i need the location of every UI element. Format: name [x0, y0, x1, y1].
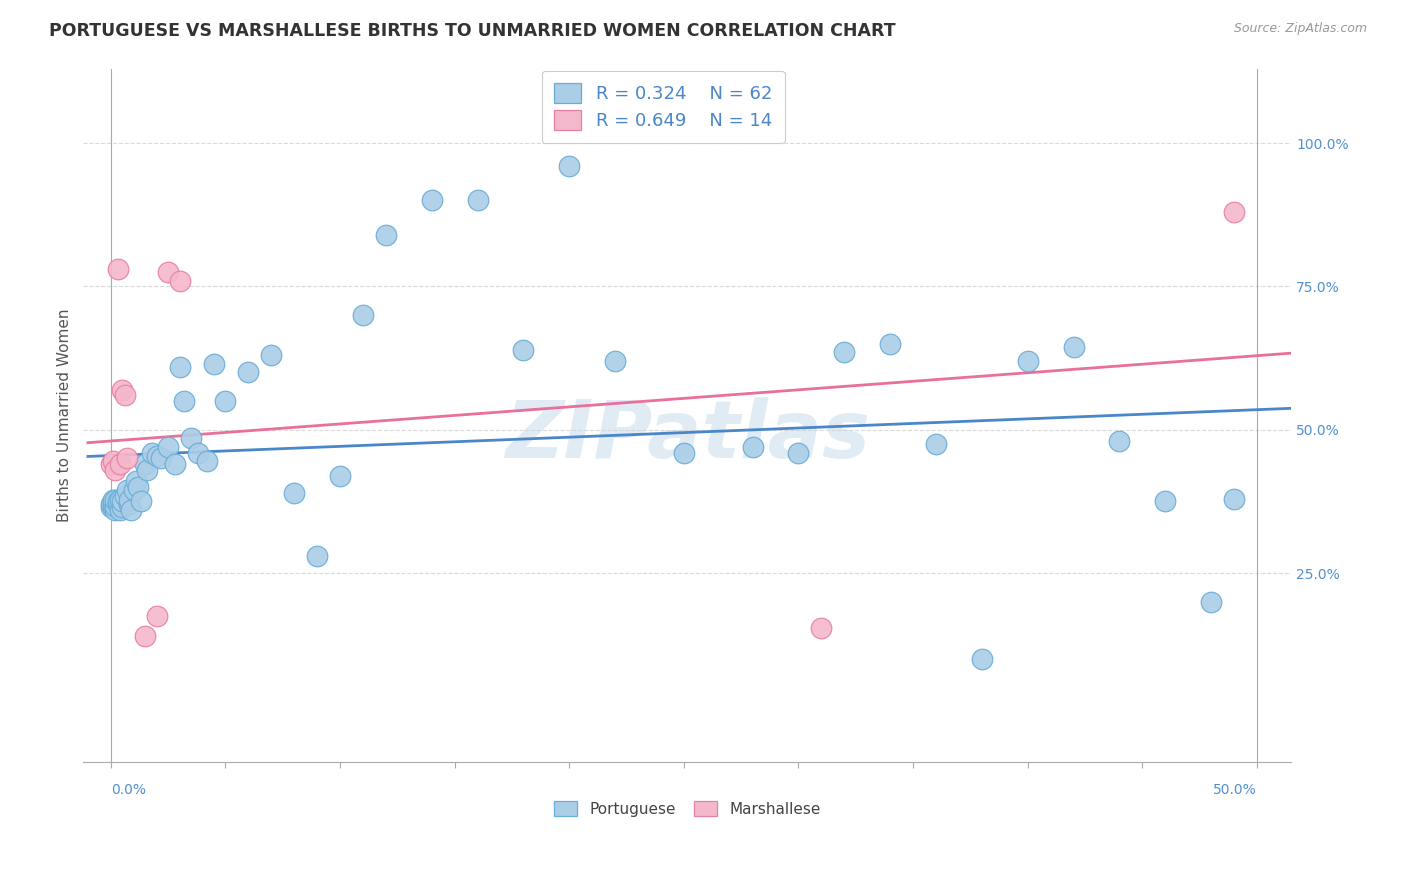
Point	[118, 492, 141, 507]
Point	[512, 343, 534, 357]
Point	[329, 468, 352, 483]
Point	[603, 354, 626, 368]
Point	[467, 194, 489, 208]
Point	[283, 486, 305, 500]
Point	[810, 621, 832, 635]
Point	[118, 497, 141, 511]
Point	[125, 475, 148, 489]
Point	[104, 499, 127, 513]
Point	[879, 336, 901, 351]
Point	[374, 227, 396, 242]
Point	[1199, 595, 1222, 609]
Legend: Portuguese, Marshallese: Portuguese, Marshallese	[547, 793, 828, 824]
Point	[672, 446, 695, 460]
Point	[420, 194, 443, 208]
Text: PORTUGUESE VS MARSHALLESE BIRTHS TO UNMARRIED WOMEN CORRELATION CHART: PORTUGUESE VS MARSHALLESE BIRTHS TO UNMA…	[49, 22, 896, 40]
Point	[107, 494, 129, 508]
Point	[180, 431, 202, 445]
Point	[145, 449, 167, 463]
Point	[114, 388, 136, 402]
Point	[202, 357, 225, 371]
Point	[120, 503, 142, 517]
Point	[111, 500, 134, 515]
Point	[101, 500, 124, 515]
Point	[108, 503, 131, 517]
Point	[104, 463, 127, 477]
Point	[187, 446, 209, 460]
Point	[741, 440, 763, 454]
Point	[100, 457, 122, 471]
Point	[352, 308, 374, 322]
Point	[101, 454, 124, 468]
Point	[260, 348, 283, 362]
Point	[129, 494, 152, 508]
Text: 0.0%: 0.0%	[111, 782, 146, 797]
Point	[134, 629, 156, 643]
Point	[1223, 491, 1246, 506]
Point	[173, 394, 195, 409]
Point	[163, 457, 186, 471]
Point	[141, 446, 163, 460]
Point	[214, 394, 236, 409]
Text: ZIPatlas: ZIPatlas	[505, 397, 870, 475]
Point	[136, 463, 159, 477]
Point	[115, 451, 138, 466]
Point	[104, 503, 127, 517]
Point	[970, 652, 993, 666]
Point	[1223, 205, 1246, 219]
Point	[101, 496, 124, 510]
Text: 50.0%: 50.0%	[1213, 782, 1257, 797]
Point	[195, 454, 218, 468]
Point	[101, 492, 124, 507]
Text: Source: ZipAtlas.com: Source: ZipAtlas.com	[1233, 22, 1367, 36]
Point	[169, 274, 191, 288]
Point	[115, 483, 138, 497]
Point	[307, 549, 329, 563]
Point	[558, 159, 581, 173]
Point	[107, 262, 129, 277]
Point	[107, 497, 129, 511]
Point	[108, 492, 131, 507]
Point	[100, 497, 122, 511]
Point	[157, 440, 180, 454]
Point	[108, 457, 131, 471]
Point	[145, 609, 167, 624]
Point	[1108, 434, 1130, 449]
Point	[134, 457, 156, 471]
Point	[925, 437, 948, 451]
Y-axis label: Births to Unmarried Women: Births to Unmarried Women	[58, 309, 72, 522]
Point	[169, 359, 191, 374]
Point	[157, 265, 180, 279]
Point	[1063, 340, 1085, 354]
Point	[100, 500, 122, 515]
Point	[834, 345, 856, 359]
Point	[111, 494, 134, 508]
Point	[127, 480, 149, 494]
Point	[122, 483, 145, 497]
Point	[787, 446, 810, 460]
Point	[111, 383, 134, 397]
Point	[114, 489, 136, 503]
Point	[1017, 354, 1039, 368]
Point	[238, 366, 260, 380]
Point	[104, 492, 127, 507]
Point	[150, 451, 173, 466]
Point	[1154, 494, 1177, 508]
